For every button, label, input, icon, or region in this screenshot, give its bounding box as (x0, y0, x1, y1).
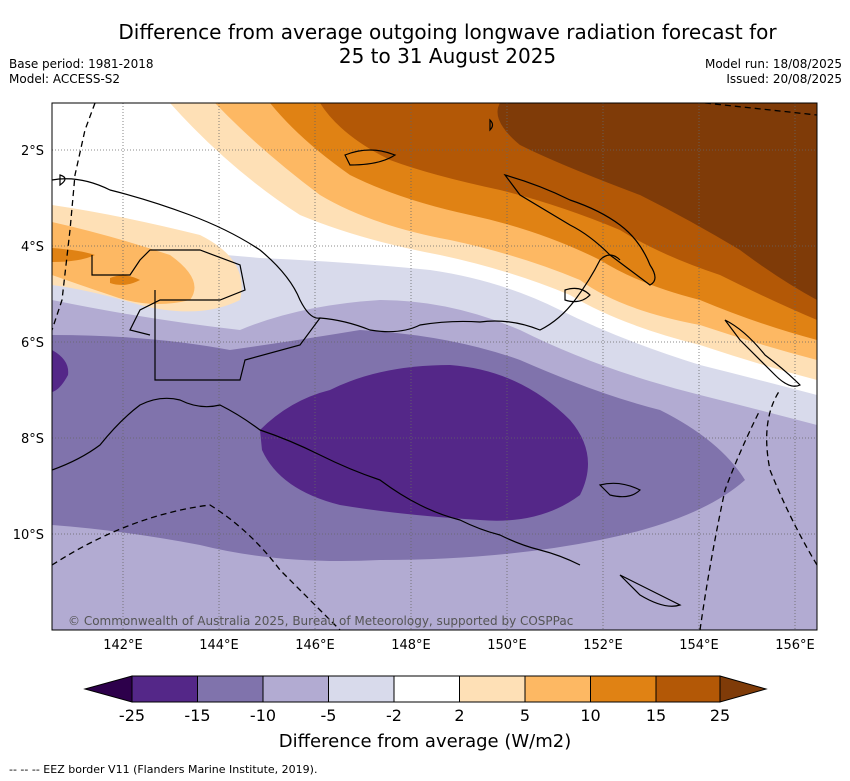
lat-label: 4°S (21, 240, 44, 255)
model-run: Model run: 18/08/2025 (704, 57, 842, 71)
colorbar-tick: 2 (454, 706, 464, 725)
colorbar-seg (459, 675, 526, 703)
band-left-10-15 (52, 248, 140, 285)
model-name: Model: ACCESS-S2 (9, 72, 121, 86)
colorbar-extend-high (719, 675, 768, 703)
lat-label: 8°S (21, 432, 44, 447)
lon-label: 144°E (199, 638, 239, 653)
colorbar-title: Difference from average (W/m2) (278, 731, 572, 752)
band-neg25-neg15-west (52, 350, 69, 392)
colorbar-tick: 15 (646, 706, 666, 725)
meta-right: Model run: 18/08/2025 Issued: 20/08/2025 (705, 57, 842, 87)
colorbar-seg (197, 675, 264, 703)
colorbar-seg (655, 675, 721, 703)
colorbar-tick: -2 (386, 706, 402, 725)
colorbar-seg (262, 675, 329, 703)
lon-label: 148°E (391, 638, 431, 653)
lon-label: 142°E (103, 638, 143, 653)
lon-label: 146°E (295, 638, 335, 653)
lon-label: 150°E (487, 638, 527, 653)
colorbar-seg (131, 675, 198, 703)
colorbar-tick: -15 (184, 706, 210, 725)
title-line-1: Difference from average outgoing longwav… (118, 20, 777, 44)
colorbar-seg (590, 675, 657, 703)
colorbar-ticks: -25 -15 -10 -5 -2 2 5 10 15 25 (119, 706, 730, 725)
lat-tick-labels: 2°S 4°S 6°S 8°S 10°S (13, 144, 44, 543)
band-gt25 (497, 103, 817, 300)
colorbar-tick: -25 (119, 706, 145, 725)
colorbar-seg (524, 675, 591, 703)
lat-label: 2°S (21, 144, 44, 159)
lon-tick-labels: 142°E 144°E 146°E 148°E 150°E 152°E 154°… (103, 638, 815, 653)
title-line-2: 25 to 31 August 2025 (338, 44, 557, 68)
coastlines (52, 118, 802, 607)
map-frame (51, 102, 818, 631)
meta-left: Base period: 1981-2018 Model: ACCESS-S2 (9, 57, 154, 87)
colorbar-seg (328, 675, 395, 703)
map-title: Difference from average outgoing longwav… (100, 20, 795, 68)
colorbar-extend-low (83, 675, 133, 703)
colorbar-tick: -5 (321, 706, 337, 725)
band-neg25-neg15 (260, 365, 588, 521)
colorbar (83, 675, 768, 703)
anomaly-field (52, 103, 817, 630)
lat-label: 6°S (21, 336, 44, 351)
colorbar-seg (393, 675, 460, 703)
map-attribution: © Commonwealth of Australia 2025, Bureau… (68, 614, 573, 628)
lon-label: 152°E (583, 638, 623, 653)
issued-date: Issued: 20/08/2025 (726, 72, 842, 86)
eez-borders (52, 103, 817, 630)
graticule (52, 103, 817, 630)
lat-label: 10°S (13, 528, 44, 543)
lon-label: 156°E (775, 638, 815, 653)
colorbar-tick: 5 (520, 706, 530, 725)
lon-label: 154°E (679, 638, 719, 653)
base-period: Base period: 1981-2018 (9, 57, 154, 71)
colorbar-tick: 10 (580, 706, 600, 725)
footer-note: -- -- -- EEZ border V11 (Flanders Marine… (9, 763, 318, 776)
colorbar-tick: -10 (250, 706, 276, 725)
colorbar-tick: 25 (710, 706, 730, 725)
